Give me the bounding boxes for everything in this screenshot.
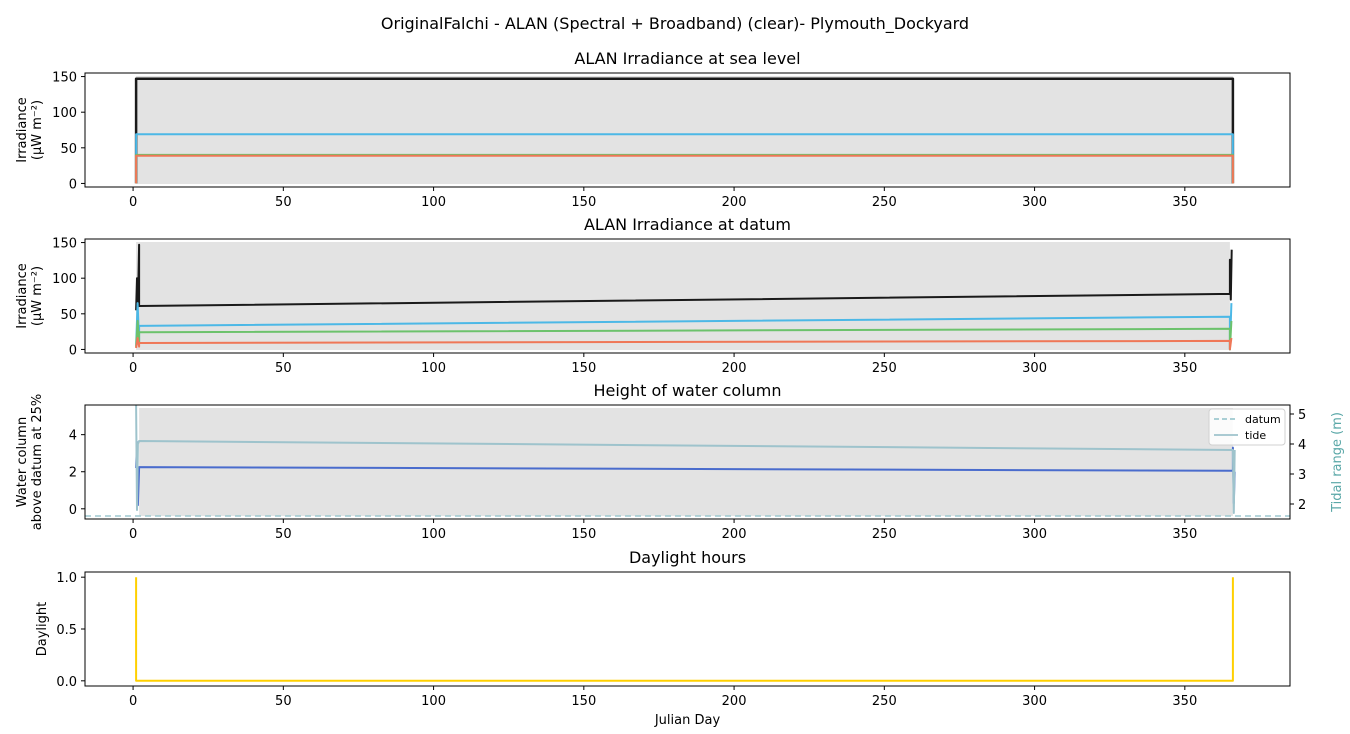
figure-suptitle: OriginalFalchi - ALAN (Spectral + Broadb… <box>381 14 969 34</box>
x-tick-label: 200 <box>722 361 747 376</box>
y-axis-label: Irradiance(µW m⁻²) <box>15 263 45 328</box>
y-tick-label: 150 <box>52 237 77 252</box>
x-tick-label: 300 <box>1022 694 1047 709</box>
x-tick-label: 150 <box>571 527 596 542</box>
panel-4: 0 50 100 150 200 250 300 350 0.0 0.5 1.0 Daylight h… <box>35 548 1291 728</box>
x-tick-label: 100 <box>421 527 446 542</box>
axes-frame <box>84 404 1291 520</box>
y2-tick-label: 5 <box>1298 408 1306 423</box>
legend-label-datum: datum <box>1245 413 1281 426</box>
x-tick-label: 350 <box>1172 694 1197 709</box>
y-axis-label: Water columnabove datum at 25% <box>15 394 45 530</box>
series-line-broadband <box>134 77 1235 184</box>
y-tick-label: 0 <box>69 177 77 192</box>
x-tick-label: 50 <box>275 527 292 542</box>
x-tick-label: 300 <box>1022 361 1047 376</box>
series-line-daylight <box>135 577 1234 682</box>
x-tick-label: 100 <box>421 361 446 376</box>
x-tick-label: 200 <box>722 527 747 542</box>
x-tick-label: 0 <box>129 361 137 376</box>
y-tick-label: 4 <box>69 429 77 444</box>
panel-1: 0 50 100 150 200 250 300 350 0 50 100 150 ALAN Irrad… <box>15 49 1291 210</box>
series-line-red <box>135 337 1233 351</box>
x-tick-label: 50 <box>275 195 292 210</box>
x-tick-label: 150 <box>571 694 596 709</box>
plot-area <box>135 577 1234 682</box>
y2-axis-label: Tidal range (m) <box>1330 412 1345 513</box>
x-tick-label: 250 <box>872 694 897 709</box>
plot-area <box>134 76 1235 184</box>
y2-tick-label: 2 <box>1298 498 1306 513</box>
y-tick-label: 0 <box>69 343 77 358</box>
y-tick-label: 0 <box>69 503 77 518</box>
panel-2: 0 50 100 150 200 250 300 350 0 50 100 150 ALAN Irrad… <box>15 215 1291 376</box>
x-tick-label: 200 <box>722 694 747 709</box>
x-tick-label: 350 <box>1172 527 1197 542</box>
x-tick-label: 0 <box>129 195 137 210</box>
night-shading <box>139 408 1233 516</box>
x-tick-label: 350 <box>1172 195 1197 210</box>
panel-title: Daylight hours <box>629 548 746 567</box>
y-tick-label: 0.0 <box>56 675 77 690</box>
x-tick-label: 200 <box>722 195 747 210</box>
y-axis-label: Irradiance(µW m⁻²) <box>15 97 45 162</box>
y-tick-label: 1.0 <box>56 571 77 586</box>
legend: datum tide <box>1208 408 1286 446</box>
y-tick-label: 100 <box>52 106 77 121</box>
legend-label-tide: tide <box>1245 429 1266 442</box>
x-tick-label: 250 <box>872 195 897 210</box>
panel-3: 0 50 100 150 200 250 300 350 0 2 4 2 3 4 5 Tidal range … <box>15 381 1345 542</box>
x-axis-label: Julian Day <box>654 713 721 728</box>
y-tick-label: 2 <box>69 466 77 481</box>
x-tick-label: 100 <box>421 195 446 210</box>
y-tick-label: 100 <box>52 272 77 287</box>
legend-box <box>1208 408 1286 446</box>
x-tick-label: 250 <box>872 361 897 376</box>
x-tick-label: 0 <box>129 694 137 709</box>
panel-title: Height of water column <box>593 381 781 400</box>
x-tick-label: 0 <box>129 527 137 542</box>
y-tick-label: 50 <box>60 308 77 323</box>
night-shading <box>136 76 1233 184</box>
y-tick-label: 0.5 <box>56 623 77 638</box>
x-tick-label: 50 <box>275 361 292 376</box>
axes-frame <box>84 571 1291 687</box>
x-tick-label: 350 <box>1172 361 1197 376</box>
plot-area <box>85 405 1290 517</box>
panel-title: ALAN Irradiance at sea level <box>574 49 800 68</box>
plot-area <box>135 242 1233 351</box>
y2-tick-label: 3 <box>1298 468 1306 483</box>
y-axis-label: Daylight <box>35 602 50 656</box>
x-tick-label: 250 <box>872 527 897 542</box>
axes-frame <box>84 72 1291 188</box>
series-line-red <box>135 154 1234 184</box>
panel-title: ALAN Irradiance at datum <box>584 215 791 234</box>
x-tick-label: 150 <box>571 195 596 210</box>
x-tick-label: 300 <box>1022 195 1047 210</box>
series-line-tide <box>135 405 1236 514</box>
series-line-broadband <box>135 243 1233 311</box>
x-tick-label: 300 <box>1022 527 1047 542</box>
y2-tick-label: 4 <box>1298 438 1306 453</box>
x-tick-label: 150 <box>571 361 596 376</box>
axes-frame <box>84 238 1291 354</box>
y-tick-label: 150 <box>52 71 77 86</box>
y-tick-label: 50 <box>60 142 77 157</box>
x-tick-label: 100 <box>421 694 446 709</box>
x-tick-label: 50 <box>275 694 292 709</box>
